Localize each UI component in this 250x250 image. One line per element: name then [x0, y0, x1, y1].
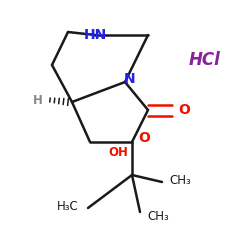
Text: CH₃: CH₃	[147, 210, 169, 222]
Text: HCl: HCl	[189, 51, 221, 69]
Text: O: O	[178, 103, 190, 117]
Text: CH₃: CH₃	[169, 174, 191, 186]
Text: N: N	[124, 72, 136, 86]
Text: O: O	[138, 131, 150, 145]
Text: HN: HN	[84, 28, 106, 42]
Text: H: H	[33, 94, 43, 106]
Text: H₃C: H₃C	[57, 200, 79, 212]
Text: OH: OH	[108, 146, 128, 158]
